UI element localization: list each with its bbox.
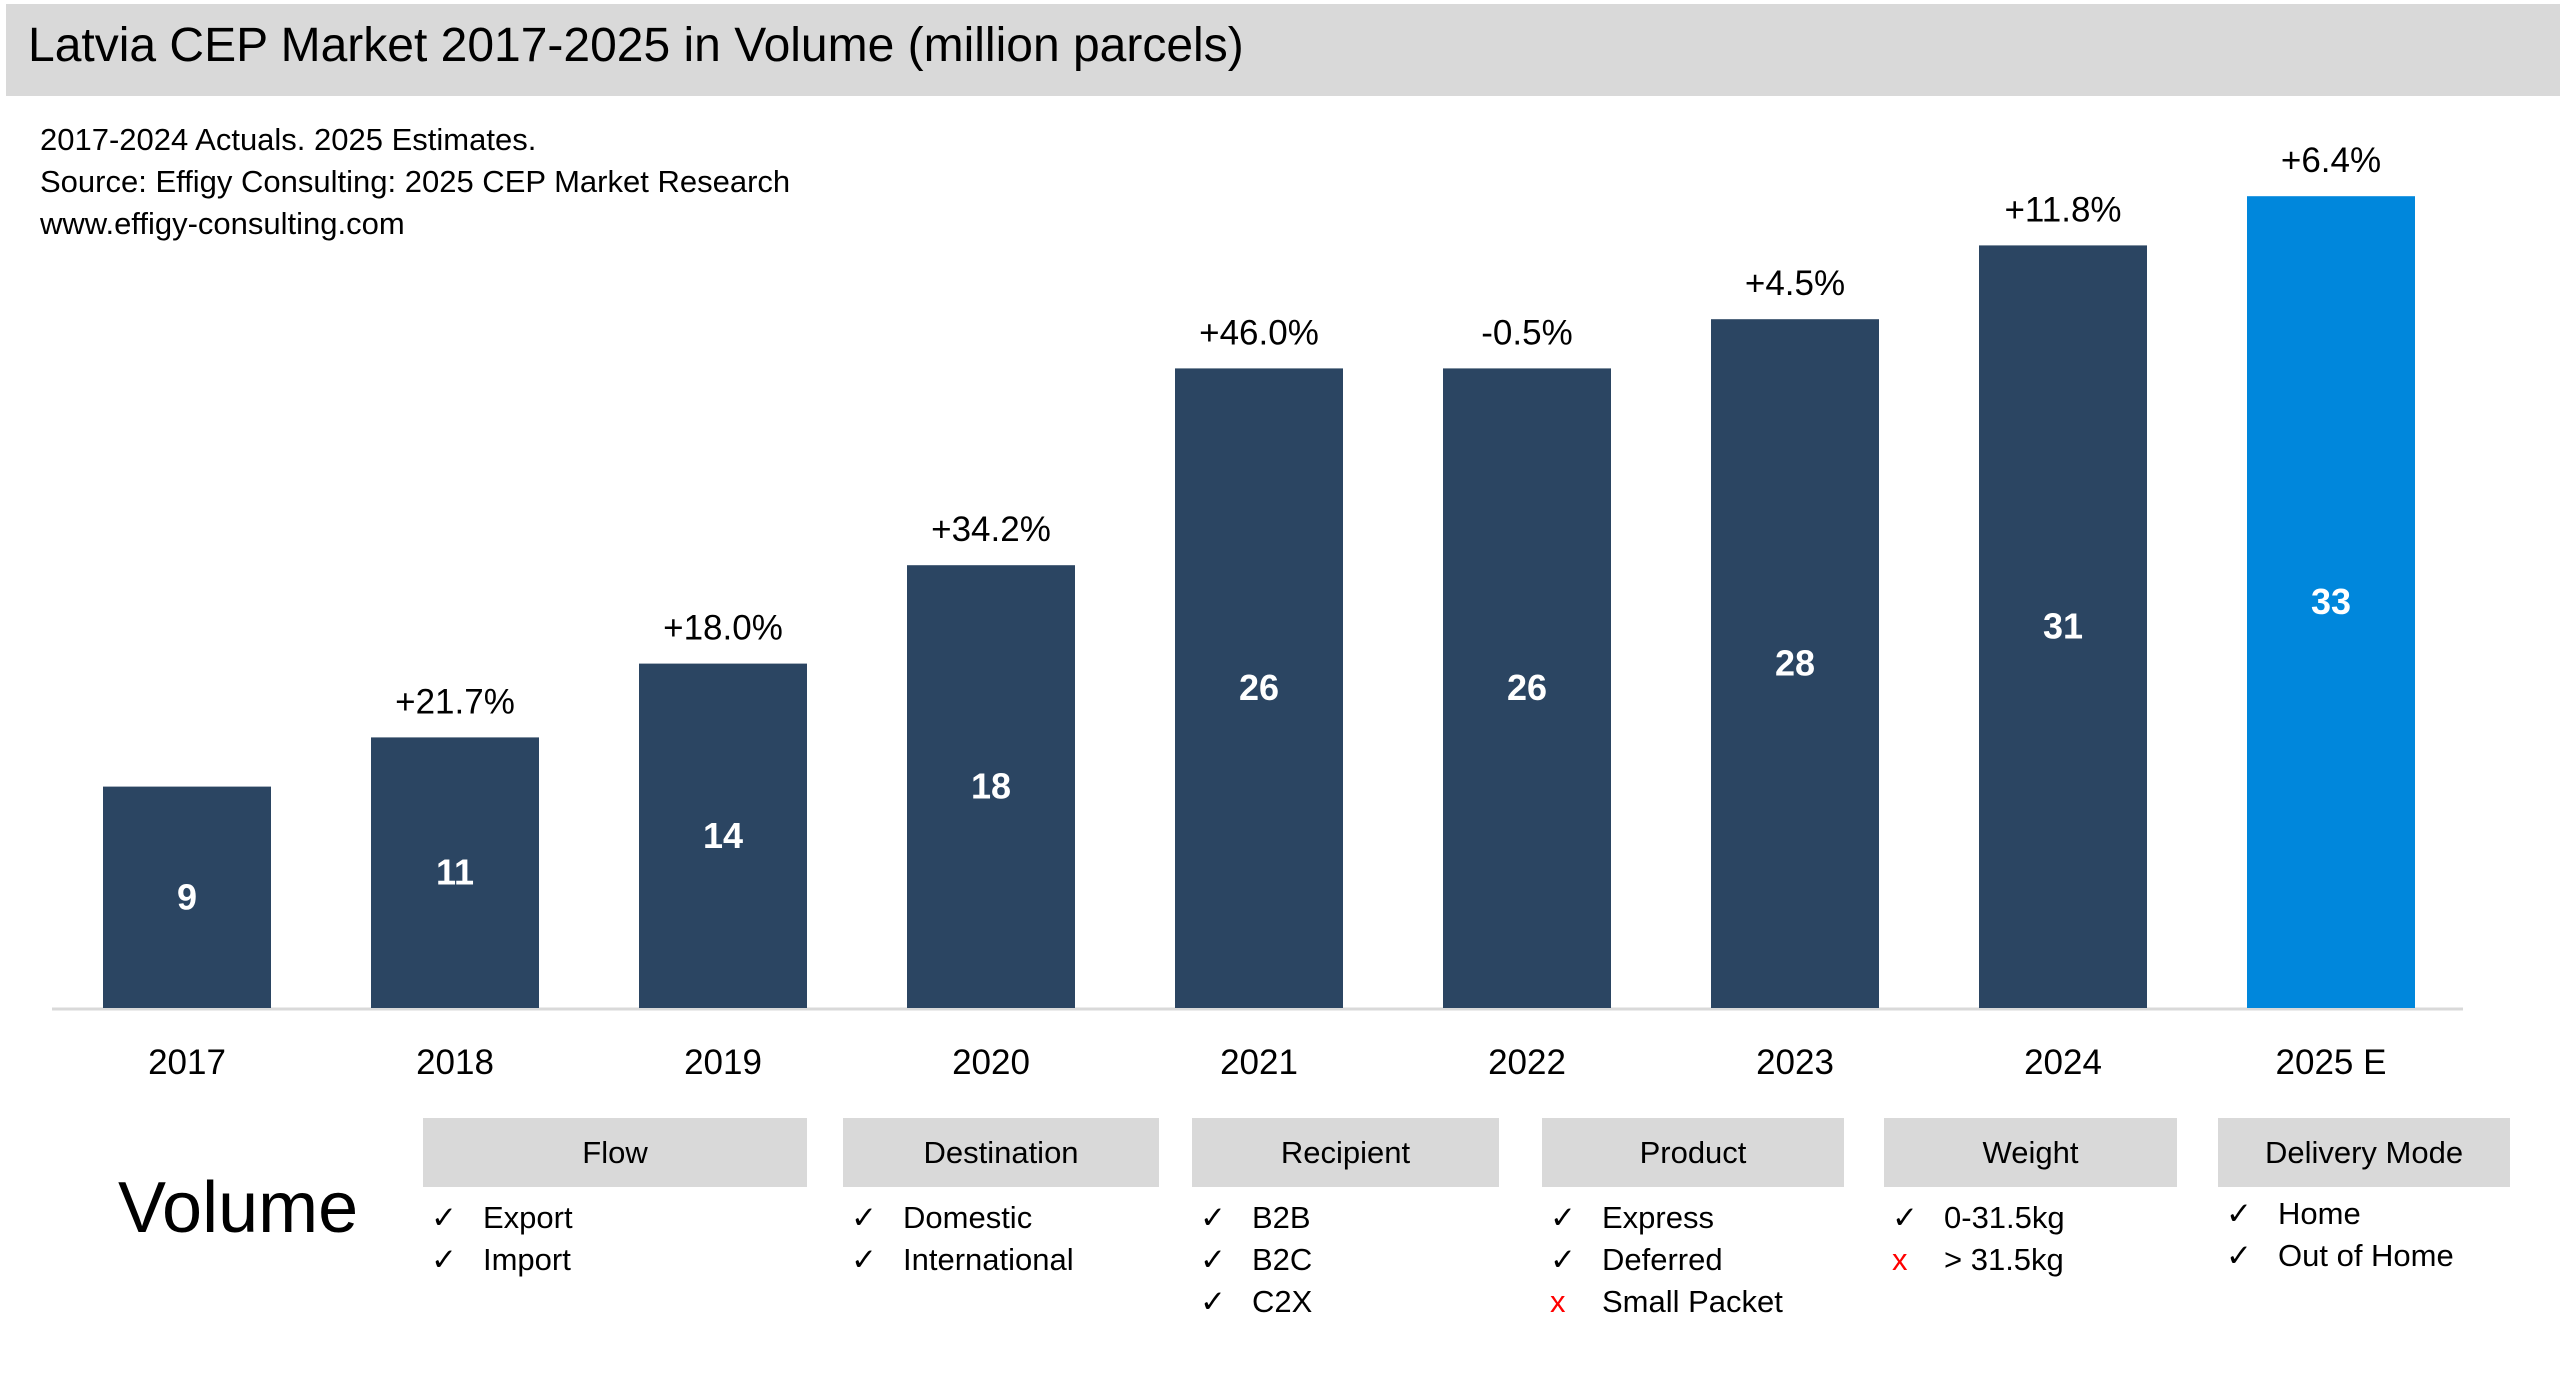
bar-value-label: 31 [2043,606,2083,647]
segment-item: ✓ Home [2226,1196,2361,1232]
segment-item: ✓ B2C [1200,1242,1312,1278]
segment-item: x Small Packet [1550,1284,1783,1320]
growth-label: +21.7% [395,682,515,721]
bar-2019 [639,663,807,1008]
segment-item: ✓ C2X [1200,1284,1312,1320]
segment-item: x > 31.5kg [1892,1242,2064,1278]
bar-2025E [2247,196,2415,1008]
check-icon: ✓ [431,1242,457,1277]
bar-2023 [1711,319,1879,1008]
segment-header-destination: Destination [843,1118,1159,1187]
segment-item-label: International [903,1242,1074,1277]
segments-label: Volume [118,1168,359,1248]
check-icon: ✓ [1200,1200,1226,1235]
segment-item-label: > 31.5kg [1944,1242,2064,1277]
check-icon: ✓ [851,1242,877,1277]
segment-item-label: Export [483,1200,573,1235]
check-icon: ✓ [431,1200,457,1235]
subtitle-actuals: 2017-2024 Actuals. 2025 Estimates. [40,122,537,157]
x-tick-label: 2021 [1220,1043,1298,1082]
segment-header-weight: Weight [1884,1118,2177,1187]
segment-item-label: Deferred [1602,1242,1723,1277]
segment-item: ✓ Import [431,1242,571,1278]
check-icon: ✓ [851,1200,877,1235]
segment-item-label: B2C [1252,1242,1313,1277]
x-tick-label: 2024 [2024,1043,2102,1082]
segment-header-delivery-mode: Delivery Mode [2218,1118,2510,1187]
segment-item-label: Out of Home [2278,1238,2454,1273]
cross-icon: x [1892,1242,1908,1277]
growth-label: +6.4% [2281,141,2381,180]
bar-value-label: 26 [1507,667,1547,708]
segment-item-label: Small Packet [1602,1284,1783,1319]
bar-value-label: 33 [2311,581,2351,622]
check-icon: ✓ [1892,1200,1918,1235]
chart-title: Latvia CEP Market 2017-2025 in Volume (m… [28,19,1244,72]
bar-2022 [1443,368,1611,1008]
cross-icon: x [1550,1284,1566,1319]
bar-value-label: 11 [436,852,474,893]
x-tick-label: 2019 [684,1043,762,1082]
check-icon: ✓ [1550,1200,1576,1235]
bar-value-label: 9 [177,876,197,917]
segment-item: ✓ International [851,1242,1074,1278]
check-icon: ✓ [2226,1238,2252,1273]
segment-header-recipient: Recipient [1192,1118,1499,1187]
bar-value-label: 18 [971,766,1011,807]
segment-item: ✓ 0-31.5kg [1892,1200,2065,1236]
growth-label: +34.2% [931,510,1051,549]
x-tick-label: 2022 [1488,1043,1566,1082]
segment-header-product: Product [1542,1118,1844,1187]
check-icon: ✓ [1200,1284,1226,1319]
bar-value-label: 28 [1775,643,1815,684]
segment-item: ✓ Deferred [1550,1242,1723,1278]
bar-value-label: 26 [1239,667,1279,708]
segment-item-label: Domestic [903,1200,1033,1235]
bar-2017 [103,786,271,1008]
segment-item-label: Express [1602,1200,1714,1235]
bar-2018 [371,737,539,1008]
x-tick-label: 2025 E [2276,1043,2387,1082]
bar-2024 [1979,245,2147,1008]
check-icon: ✓ [1200,1242,1226,1277]
growth-label: +46.0% [1199,313,1319,352]
growth-label: +11.8% [2004,190,2121,229]
segment-item-label: Home [2278,1196,2361,1231]
bar-value-label: 14 [703,815,743,856]
bar-chart: 9 2017 11 +21.7% 2018 14 +18.0% 2019 18 +34.2% 202… [52,141,2463,1082]
segment-item: ✓ Domestic [851,1200,1032,1236]
bar-2021 [1175,368,1343,1008]
check-icon: ✓ [2226,1196,2252,1231]
bar-2020 [907,565,1075,1008]
x-tick-label: 2020 [952,1043,1030,1082]
segment-item: ✓ B2B [1200,1200,1311,1236]
segment-item: ✓ Out of Home [2226,1238,2454,1274]
x-tick-label: 2018 [416,1043,494,1082]
segment-item-label: C2X [1252,1284,1313,1319]
growth-label: -0.5% [1481,313,1572,352]
subtitle-website: www.effigy-consulting.com [40,206,405,241]
segment-item-label: 0-31.5kg [1944,1200,2065,1235]
growth-label: +18.0% [663,609,783,648]
segment-item-label: Import [483,1242,571,1277]
growth-label: +4.5% [1745,264,1845,303]
segment-header-flow: Flow [423,1118,807,1187]
segment-item: ✓ Express [1550,1200,1714,1236]
segment-item: ✓ Export [431,1200,573,1236]
title-bar [6,4,2560,96]
x-tick-label: 2017 [148,1043,226,1082]
subtitle-source: Source: Effigy Consulting: 2025 CEP Mark… [40,164,791,199]
segment-item-label: B2B [1252,1200,1311,1235]
x-tick-label: 2023 [1756,1043,1834,1082]
check-icon: ✓ [1550,1242,1576,1277]
